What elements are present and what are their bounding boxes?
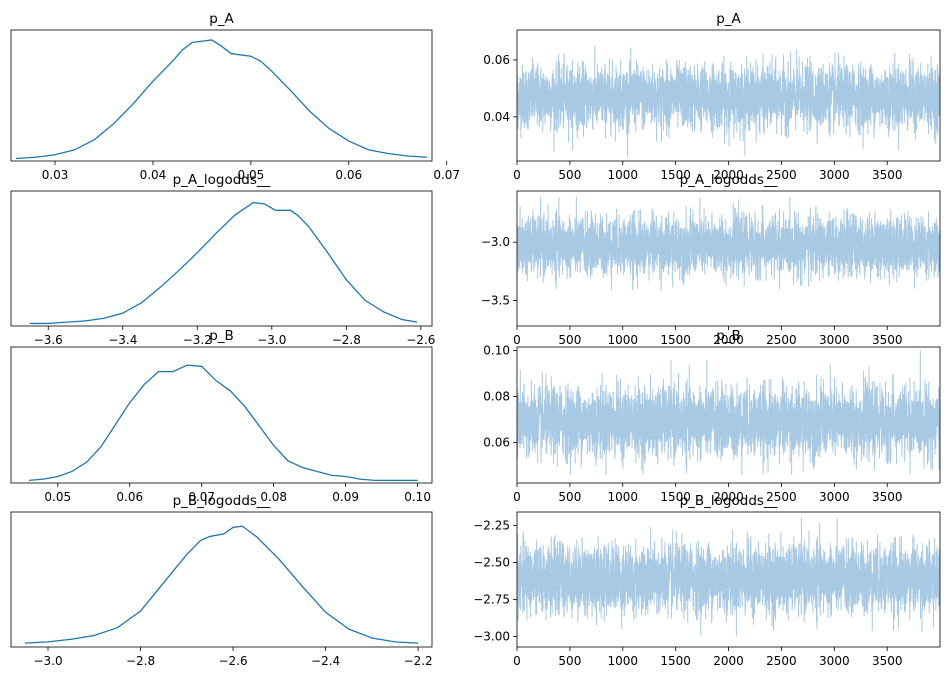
trace-line-p_A_logodds__ [517, 196, 940, 292]
x-tick-label: 0 [513, 333, 521, 347]
x-tick-label: 3000 [819, 654, 850, 668]
x-tick-label: 1000 [608, 333, 639, 347]
x-tick-label: 2500 [766, 333, 797, 347]
x-tick-label: 0.07 [188, 490, 215, 504]
x-tick-label: 500 [558, 654, 581, 668]
x-tick-label: 0 [513, 654, 521, 668]
axes-frame [10, 29, 433, 162]
trace-line-p_B [517, 350, 940, 475]
y-tick-label: 0.10 [483, 343, 510, 357]
x-tick-label: 3500 [872, 654, 903, 668]
y-tick-label: −2.50 [473, 555, 510, 569]
panel-title: p_A [716, 11, 741, 27]
x-tick-label: 0.05 [238, 168, 265, 182]
panel-kde-p_A: 0.03 0.04 0.05 0.06 0.07 p_A [10, 11, 460, 182]
x-tick-label: 3500 [872, 168, 903, 182]
panel-title: p_A_logodds__ [173, 172, 271, 188]
x-tick-label: 500 [558, 168, 581, 182]
y-tick-label: −2.25 [473, 518, 510, 532]
panel-title: p_B [209, 328, 234, 344]
x-tick-label: 0.05 [44, 490, 71, 504]
x-tick-label: 1000 [608, 168, 639, 182]
x-tick-label: 2500 [766, 490, 797, 504]
x-tick-label: 0 [513, 490, 521, 504]
x-tick-label: 2500 [766, 654, 797, 668]
x-tick-label: −2.2 [404, 654, 433, 668]
x-tick-label: 1000 [608, 654, 639, 668]
x-tick-label: 0.03 [42, 168, 69, 182]
x-tick-label: 1500 [660, 490, 691, 504]
kde-line-p_B_logodds__ [24, 525, 419, 644]
panel-title: p_B [716, 328, 741, 344]
x-tick-label: 3000 [819, 333, 850, 347]
x-tick-label: 2000 [713, 333, 744, 347]
x-tick-label: 0.07 [433, 168, 460, 182]
panel-trace-p_B: 0 500 1000 1500 2000 2500 3000 3500 0.06 0.08 0.10… [483, 328, 941, 504]
x-tick-label: −3.4 [108, 333, 137, 347]
y-tick-label: 0.06 [483, 436, 510, 450]
kde-line-p_A_logodds__ [29, 201, 418, 325]
x-tick-label: 0.10 [404, 490, 431, 504]
x-tick-label: −2.4 [311, 654, 340, 668]
panel-title: p_B_logodds__ [680, 493, 778, 509]
x-tick-label: −2.6 [218, 654, 247, 668]
x-tick-label: 3500 [872, 490, 903, 504]
x-tick-label: 1500 [660, 654, 691, 668]
x-tick-label: 500 [558, 333, 581, 347]
panel-trace-p_A: 0 500 1000 1500 2000 2500 3000 3500 0.04 0.06 p_A [483, 11, 941, 182]
x-tick-label: 1000 [608, 490, 639, 504]
x-tick-label: −3.2 [183, 333, 212, 347]
kde-line-p_A [15, 39, 428, 160]
x-tick-label: −2.8 [126, 654, 155, 668]
x-tick-label: −3.0 [33, 654, 62, 668]
panel-kde-p_B: 0.05 0.06 0.07 0.08 0.09 0.10 p_B [10, 328, 433, 504]
x-tick-label: 0 [513, 168, 521, 182]
x-tick-label: 2000 [713, 168, 744, 182]
y-tick-label: 0.04 [483, 110, 510, 124]
axes-frame [10, 511, 433, 648]
x-tick-label: 3000 [819, 490, 850, 504]
panel-trace-p_A_logodds__: 0 500 1000 1500 2000 2500 3000 3500 −3.5 −3.0 p_A_… [481, 172, 941, 347]
y-tick-label: 0.08 [483, 390, 510, 404]
x-tick-label: 1500 [660, 333, 691, 347]
x-tick-label: 0.09 [332, 490, 359, 504]
y-tick-label: −3.0 [481, 235, 510, 249]
x-tick-label: 0.06 [335, 168, 362, 182]
x-tick-label: −3.0 [257, 333, 286, 347]
y-tick-label: −3.5 [481, 293, 510, 307]
panel-trace-p_B_logodds__: 0 500 1000 1500 2000 2500 3000 3500 −3.00 −2.75 −2… [473, 493, 941, 668]
x-tick-label: 3500 [872, 333, 903, 347]
x-tick-label: 0.04 [140, 168, 167, 182]
trace-line-p_A [517, 45, 940, 157]
panel-kde-p_B_logodds__: −3.0 −2.8 −2.6 −2.4 −2.2 p_B_logodds__ [10, 493, 433, 668]
axes-frame [10, 346, 433, 484]
x-tick-label: 0.08 [260, 490, 287, 504]
axes-frame [10, 190, 433, 327]
x-tick-label: −2.6 [406, 333, 435, 347]
x-tick-label: 1500 [660, 168, 691, 182]
y-tick-label: −2.75 [473, 593, 510, 607]
panel-title: p_B_logodds__ [173, 493, 271, 509]
y-tick-label: −3.00 [473, 630, 510, 644]
x-tick-label: −2.8 [332, 333, 361, 347]
x-tick-label: 500 [558, 490, 581, 504]
x-tick-label: −3.6 [34, 333, 63, 347]
panel-title: p_A [209, 11, 234, 27]
x-tick-label: 2000 [713, 654, 744, 668]
x-tick-label: 3000 [819, 168, 850, 182]
y-tick-label: 0.06 [483, 53, 510, 67]
panel-title: p_A_logodds__ [680, 172, 778, 188]
kde-line-p_B [28, 364, 418, 482]
x-tick-label: 2000 [713, 490, 744, 504]
x-tick-label: 0.06 [116, 490, 143, 504]
trace-line-p_B_logodds__ [517, 517, 940, 637]
panel-kde-p_A_logodds__: −3.6 −3.4 −3.2 −3.0 −2.8 −2.6 p_A_logodds__ [10, 172, 435, 347]
x-tick-label: 2500 [766, 168, 797, 182]
